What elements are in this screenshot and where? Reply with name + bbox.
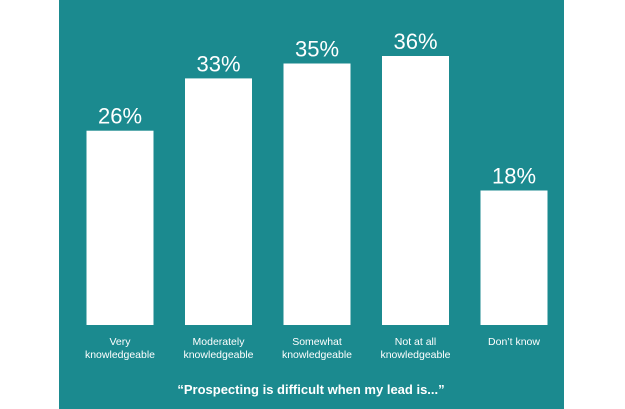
bar-0: [86, 130, 154, 325]
bar-3: [382, 56, 449, 325]
category-label-line: Not at all: [395, 336, 436, 348]
chart-panel: 26% 33% 35% 36% 18% Very knowledgeable Moderat…: [59, 0, 564, 409]
category-label-line: knowledgeable: [380, 349, 450, 361]
category-label-line: Moderately: [193, 336, 246, 348]
bar-2: [283, 63, 351, 325]
category-label-3: Not at all knowledgeable: [380, 336, 450, 361]
category-label-1: Moderately knowledgeable: [183, 336, 253, 361]
category-label-line: knowledgeable: [183, 349, 253, 361]
category-label-line: Don’t know: [488, 336, 540, 348]
category-label-line: knowledgeable: [85, 349, 155, 361]
bars-layer: [86, 56, 548, 326]
value-label-1: 33%: [196, 51, 240, 76]
value-label-4: 18%: [492, 164, 536, 189]
category-label-4: Don’t know: [488, 336, 540, 348]
category-label-line: knowledgeable: [282, 349, 352, 361]
category-label-line: Very: [109, 336, 131, 348]
x-axis-caption: “Prospecting is difficult when my lead i…: [177, 382, 444, 397]
category-label-0: Very knowledgeable: [85, 336, 155, 361]
category-label-2: Somewhat knowledgeable: [282, 336, 352, 361]
bar-1: [185, 78, 252, 326]
category-label-line: Somewhat: [292, 336, 342, 348]
bar-chart: 26%33%35% 36%18% Very knowledgeableModerat…: [85, 29, 548, 397]
bar-4: [480, 190, 548, 325]
value-label-0: 26%: [98, 104, 142, 129]
value-label-2: 35%: [295, 37, 339, 62]
value-label-3: 36%: [393, 29, 437, 54]
value-labels-layer: 26% 33% 35% 36% 18%: [98, 29, 536, 189]
